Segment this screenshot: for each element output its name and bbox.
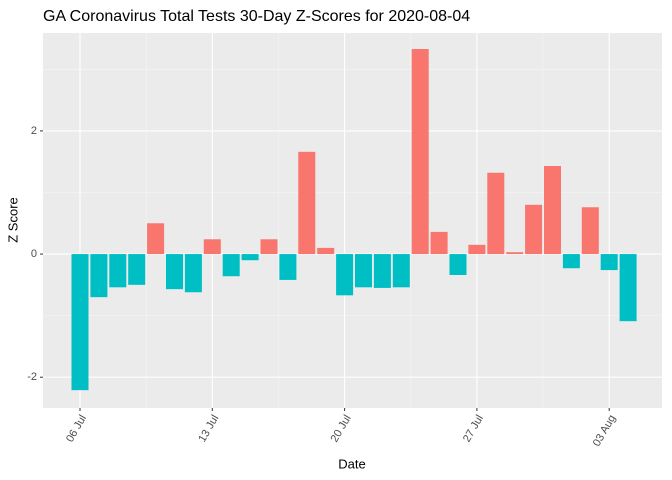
bar	[128, 254, 146, 285]
bar	[165, 254, 184, 290]
panel	[43, 33, 662, 408]
bar	[184, 254, 202, 293]
bar	[222, 254, 240, 277]
bar	[525, 204, 543, 255]
bar	[147, 223, 165, 255]
bar	[279, 254, 297, 280]
x-tick-label: 20 Jul	[329, 413, 354, 444]
bar	[600, 254, 618, 271]
x-tick-label: 27 Jul	[461, 413, 486, 444]
bar	[468, 244, 486, 255]
bar	[203, 239, 221, 255]
y-tick-label: 0	[31, 248, 37, 260]
bar	[260, 239, 278, 255]
bar	[430, 231, 448, 255]
x-tick-label: 13 Jul	[196, 413, 221, 444]
bar	[298, 151, 316, 255]
bar	[354, 254, 373, 288]
bar	[336, 254, 354, 296]
bar	[487, 172, 505, 255]
x-tick-label: 03 Aug	[591, 413, 619, 449]
y-tick-label: -2	[27, 371, 37, 383]
bar	[392, 254, 410, 288]
bar	[90, 254, 108, 298]
bar	[543, 166, 562, 255]
y-axis-title: Z Score	[5, 197, 20, 243]
x-axis-title: Date	[338, 456, 365, 471]
bar	[449, 254, 467, 275]
x-tick-label: 06 Jul	[64, 413, 89, 444]
bar	[619, 254, 637, 322]
bar	[373, 254, 391, 288]
bar	[71, 254, 89, 391]
chart-title: GA Coronavirus Total Tests 30-Day Z-Scor…	[43, 8, 470, 25]
bar	[562, 254, 580, 269]
bar	[506, 252, 524, 255]
bar	[109, 254, 127, 288]
bar	[581, 207, 599, 255]
bar	[317, 247, 335, 255]
bar	[241, 254, 259, 261]
y-tick-label: 2	[31, 125, 37, 137]
bar	[411, 49, 429, 255]
